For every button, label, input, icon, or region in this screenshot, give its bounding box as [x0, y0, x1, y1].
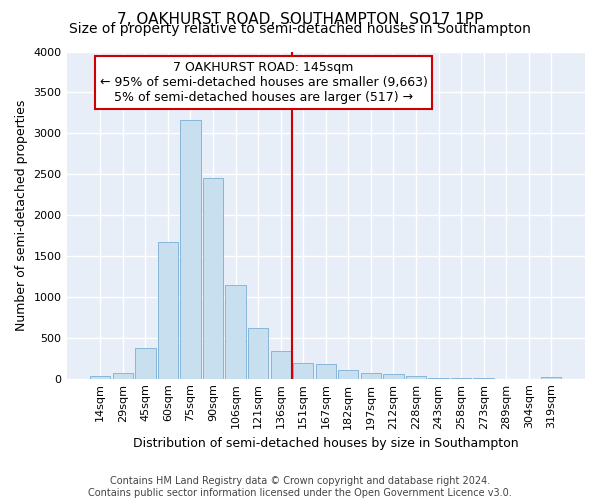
- Bar: [135, 348, 155, 378]
- Text: Size of property relative to semi-detached houses in Southampton: Size of property relative to semi-detach…: [69, 22, 531, 36]
- Bar: [181, 120, 200, 378]
- Bar: [361, 373, 381, 378]
- Bar: [383, 374, 404, 378]
- Bar: [113, 372, 133, 378]
- Bar: [316, 364, 336, 378]
- Text: 7, OAKHURST ROAD, SOUTHAMPTON, SO17 1PP: 7, OAKHURST ROAD, SOUTHAMPTON, SO17 1PP: [117, 12, 483, 28]
- Bar: [271, 351, 291, 378]
- Bar: [338, 370, 358, 378]
- Bar: [226, 284, 246, 378]
- Bar: [90, 376, 110, 378]
- Bar: [158, 242, 178, 378]
- Bar: [203, 178, 223, 378]
- Text: 7 OAKHURST ROAD: 145sqm
← 95% of semi-detached houses are smaller (9,663)
5% of : 7 OAKHURST ROAD: 145sqm ← 95% of semi-de…: [100, 62, 427, 104]
- Bar: [541, 377, 562, 378]
- Bar: [406, 376, 426, 378]
- Text: Contains HM Land Registry data © Crown copyright and database right 2024.
Contai: Contains HM Land Registry data © Crown c…: [88, 476, 512, 498]
- Y-axis label: Number of semi-detached properties: Number of semi-detached properties: [15, 100, 28, 331]
- X-axis label: Distribution of semi-detached houses by size in Southampton: Distribution of semi-detached houses by …: [133, 437, 518, 450]
- Bar: [248, 328, 268, 378]
- Bar: [293, 363, 313, 378]
